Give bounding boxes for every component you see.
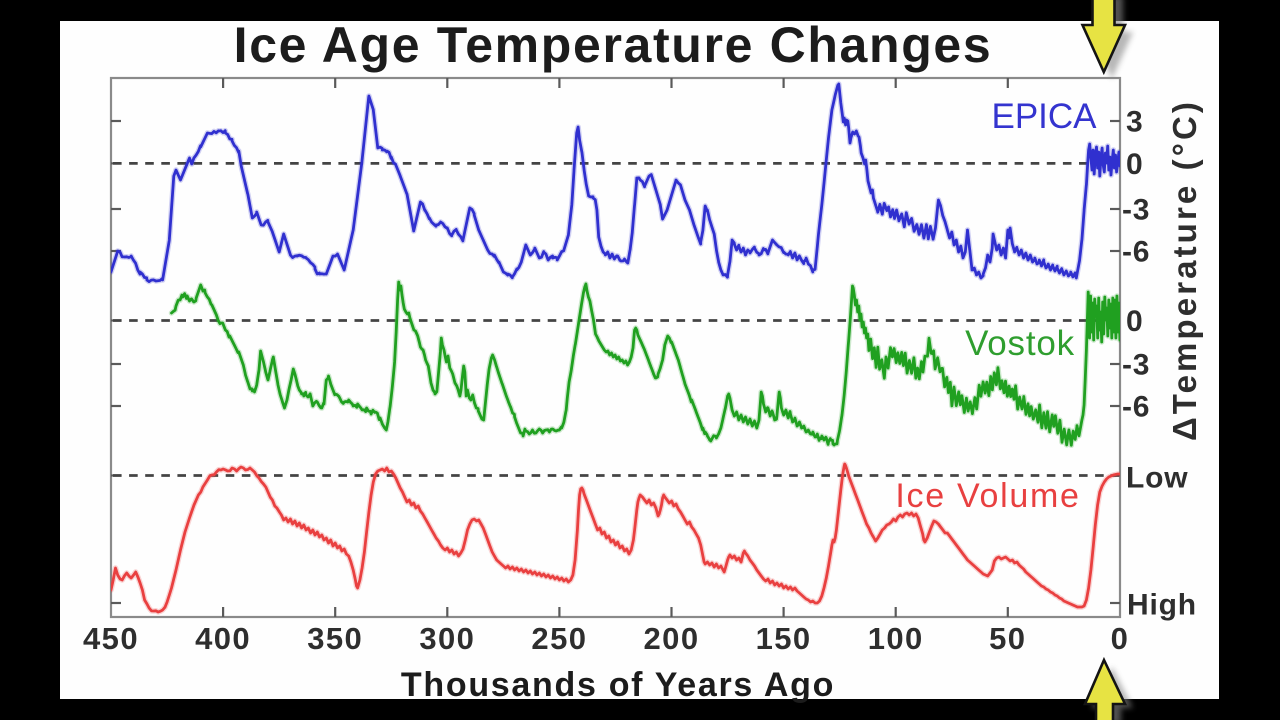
svg-text:300: 300 [419, 621, 475, 656]
svg-text:Thousands of Years Ago: Thousands of Years Ago [401, 666, 835, 704]
svg-text:150: 150 [756, 621, 812, 656]
svg-text:EPICA: EPICA [991, 97, 1097, 136]
svg-text:ΔTemperature (°C): ΔTemperature (°C) [1166, 99, 1203, 441]
svg-text:450: 450 [83, 621, 139, 656]
svg-text:-6: -6 [1122, 391, 1150, 424]
svg-text:-3: -3 [1122, 349, 1150, 382]
svg-text:3: 3 [1126, 106, 1144, 139]
svg-text:50: 50 [989, 621, 1026, 656]
svg-text:Ice Age Temperature Changes: Ice Age Temperature Changes [234, 17, 993, 73]
svg-text:0: 0 [1111, 621, 1130, 656]
svg-text:Ice Volume: Ice Volume [895, 477, 1080, 515]
svg-text:-3: -3 [1122, 194, 1150, 227]
svg-text:100: 100 [868, 621, 924, 656]
svg-text:0: 0 [1126, 305, 1144, 338]
svg-text:250: 250 [531, 621, 587, 656]
svg-text:Low: Low [1126, 462, 1188, 495]
svg-text:0: 0 [1126, 148, 1144, 181]
svg-text:-6: -6 [1122, 236, 1150, 269]
svg-text:High: High [1127, 589, 1197, 622]
svg-text:Vostok: Vostok [965, 324, 1075, 363]
svg-text:200: 200 [644, 621, 700, 656]
svg-text:350: 350 [307, 621, 363, 656]
svg-text:400: 400 [195, 621, 251, 656]
